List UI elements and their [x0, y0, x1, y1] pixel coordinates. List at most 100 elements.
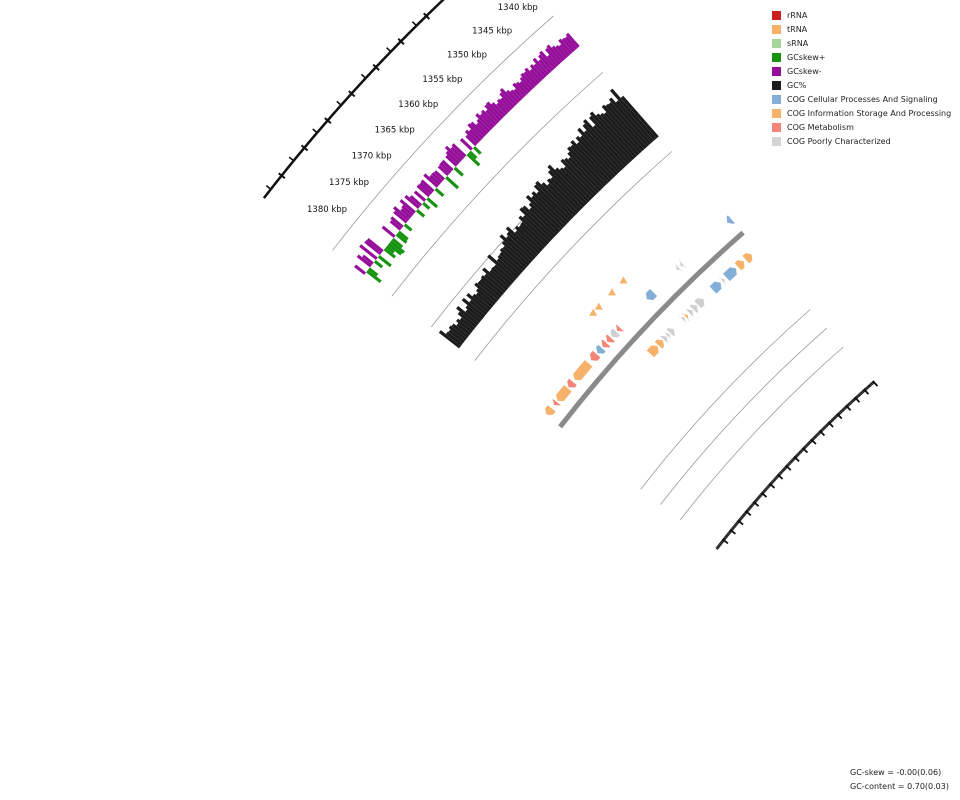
gc-skew-negative-bar	[565, 32, 580, 49]
minor-tick-mark	[289, 162, 293, 166]
inner-minor-tick-mark	[727, 531, 732, 535]
gc-skew-negative-bar	[499, 92, 516, 109]
minor-tick-mark	[279, 175, 283, 179]
inner-major-tick-mark	[785, 464, 792, 471]
minor-tick-mark	[333, 110, 337, 114]
gc-skew-negative-bar	[533, 63, 547, 78]
legend-swatch-gcskew-neg	[772, 66, 781, 76]
minor-tick-mark	[276, 178, 280, 182]
inner-minor-tick-mark	[730, 528, 734, 531]
inner-minor-tick-mark	[753, 500, 757, 503]
gc-content-bar	[567, 146, 607, 187]
gc-skew-negative-bar	[450, 146, 465, 160]
inner-minor-tick-mark	[741, 514, 745, 518]
legend-swatch-trna	[772, 24, 781, 34]
minor-tick-mark	[360, 80, 364, 84]
inner-minor-tick-mark	[814, 434, 818, 438]
inner-minor-tick-mark	[751, 503, 755, 507]
minor-tick-mark	[305, 143, 309, 147]
gc-skew-positive-bar	[377, 255, 392, 268]
gc-content-bar	[601, 104, 645, 152]
minor-tick-mark	[312, 135, 316, 139]
trna-marker	[589, 308, 598, 316]
gc-content-bar	[518, 215, 550, 245]
minor-tick-mark	[398, 40, 402, 44]
minor-tick-mark	[295, 155, 299, 159]
inner-minor-tick-mark	[718, 542, 722, 546]
gc-content-bar	[570, 140, 611, 183]
inner-minor-tick-mark	[850, 400, 854, 404]
inner-minor-tick-mark	[841, 408, 845, 412]
minor-tick-mark	[395, 43, 399, 47]
inner-minor-tick-mark	[805, 443, 809, 447]
inner-minor-tick-mark	[735, 521, 739, 525]
gc-skew-negative-bar	[420, 179, 435, 193]
minor-tick-mark	[308, 140, 311, 144]
gc-content-bar	[465, 305, 484, 321]
gc-skew-negative-bar	[429, 174, 441, 186]
inner-minor-tick-mark	[780, 469, 784, 473]
gc-skew-negative-bar	[439, 162, 452, 174]
legend-label-trna: tRNA	[787, 24, 808, 34]
gc-content-bar	[559, 167, 593, 201]
minor-tick-mark	[400, 39, 404, 42]
inner-major-tick-mark	[793, 455, 800, 463]
minor-tick-mark	[375, 64, 379, 68]
gc-content-bar	[493, 264, 515, 284]
inner-minor-tick-mark	[767, 484, 771, 488]
inner-minor-tick-mark	[734, 522, 738, 526]
gc-content-bar	[608, 102, 650, 148]
minor-tick-mark	[346, 96, 350, 99]
gc-content-bar	[582, 119, 628, 167]
gc-content-bar	[531, 195, 565, 229]
inner-minor-tick-mark	[788, 460, 792, 464]
inner-minor-tick-mark	[750, 504, 754, 508]
minor-tick-mark	[377, 62, 381, 66]
gc-content-bar	[535, 180, 575, 219]
gc-content-bar	[474, 282, 498, 303]
gc-content-bar	[568, 156, 602, 192]
gene-feature-arrow	[734, 260, 745, 271]
minor-tick-mark	[302, 147, 306, 151]
gc-content-bar	[620, 95, 659, 139]
gc-skew-negative-bar	[431, 172, 443, 184]
gc-content-bar	[536, 191, 570, 224]
inner-major-tick-mark	[729, 528, 737, 535]
minor-tick-mark	[422, 16, 426, 20]
inner-minor-tick-mark	[715, 547, 719, 550]
inner-minor-tick-mark	[812, 436, 816, 440]
inner-minor-tick-mark	[804, 444, 808, 448]
trna-marker	[594, 302, 603, 310]
gc-skew-negative-bar	[381, 225, 396, 238]
minor-tick-mark	[380, 59, 384, 63]
gc-content-bar	[482, 267, 509, 291]
minor-tick-mark	[372, 68, 376, 72]
minor-tick-mark	[336, 107, 340, 111]
tick-label-mark	[397, 37, 405, 46]
inner-minor-tick-mark	[835, 414, 839, 418]
inner-minor-tick-mark	[787, 462, 791, 466]
legend-swatch-gcskew-pos	[772, 52, 781, 62]
legend-label-rrna: rRNA	[787, 10, 808, 20]
minor-tick-mark	[349, 93, 353, 96]
inner-minor-tick-mark	[857, 393, 861, 397]
gc-content-bar	[465, 309, 482, 323]
major-tick-mark	[441, 0, 445, 2]
gc-content-bar	[519, 207, 554, 240]
gc-skew-negative-bar	[519, 80, 531, 93]
minor-tick-mark	[309, 138, 313, 142]
minor-tick-mark	[271, 184, 275, 188]
gc-content-bar	[496, 258, 519, 279]
gc-skew-negative-bar	[484, 104, 502, 122]
inner-minor-tick-mark	[859, 392, 863, 396]
gc-skew-positive-bar	[472, 146, 482, 155]
gc-content-bar	[567, 151, 604, 190]
gc-skew-negative-bar	[505, 89, 520, 104]
minor-tick-mark	[330, 113, 334, 117]
minor-tick-mark	[274, 181, 278, 185]
gc-content-bar	[608, 97, 652, 145]
gc-content-bar	[448, 329, 465, 344]
minor-tick-mark	[299, 150, 303, 154]
minor-tick-mark	[382, 56, 386, 60]
minor-tick-mark	[392, 46, 396, 50]
